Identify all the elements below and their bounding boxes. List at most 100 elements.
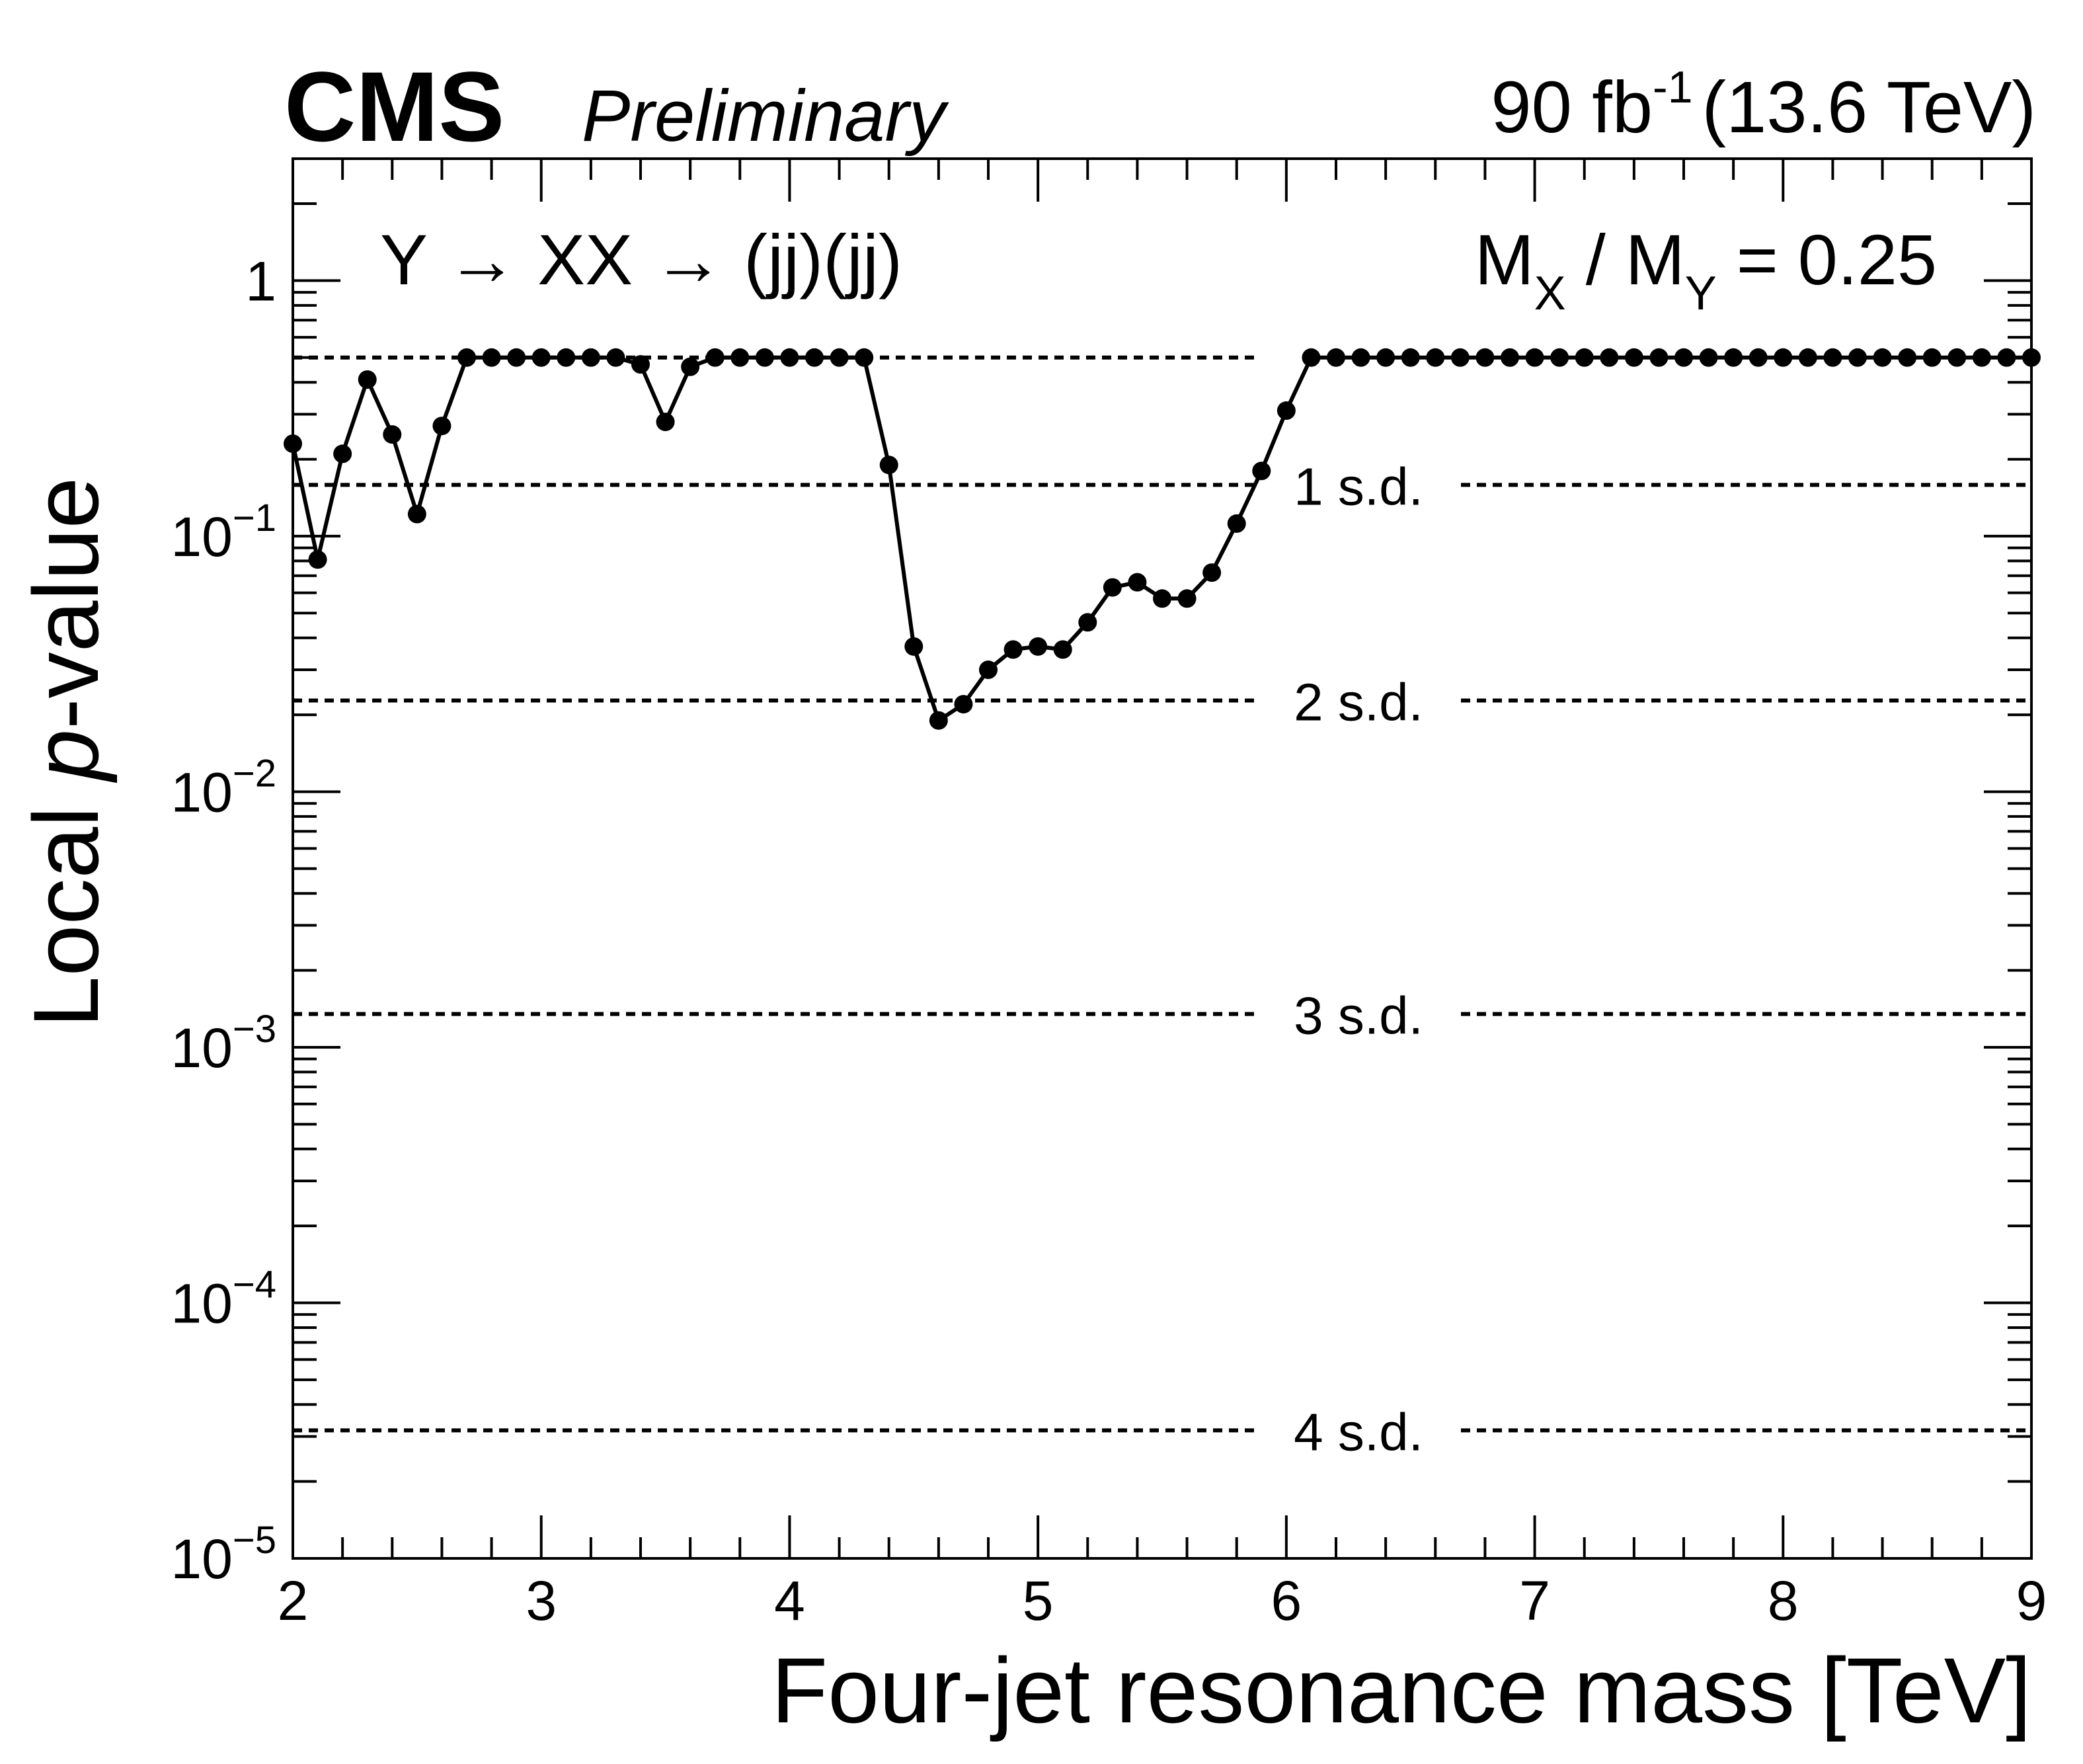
- y-tick-base: 1: [245, 250, 276, 312]
- data-point: [929, 711, 948, 730]
- data-point: [432, 417, 452, 436]
- data-point: [1774, 348, 1793, 367]
- y-tick-exponent: −3: [233, 1008, 276, 1051]
- axis-ticks: [292, 157, 2033, 1560]
- ratio-m1: M: [1475, 220, 1534, 300]
- data-point: [1600, 348, 1619, 367]
- y-tick-label: 10−4: [171, 1263, 276, 1334]
- data-point: [333, 444, 352, 463]
- data-point: [1302, 348, 1321, 367]
- data-point: [457, 348, 476, 367]
- y-tick-label: 10−2: [171, 752, 276, 823]
- data-point: [1252, 461, 1271, 481]
- experiment-label: CMS: [284, 51, 504, 162]
- lumi-energy: (13.6 TeV): [1702, 67, 2036, 148]
- data-point: [755, 348, 774, 367]
- ratio-end: = 0.25: [1717, 220, 1937, 300]
- data-point: [1947, 348, 1967, 367]
- series-line: [291, 355, 2031, 724]
- data-point: [1401, 348, 1420, 367]
- data-point: [1575, 348, 1594, 367]
- status-label: Preliminary: [582, 75, 949, 157]
- data-point: [606, 348, 625, 367]
- lumi-label: 90 fb-1 (13.6 TeV): [1491, 62, 2036, 148]
- data-point: [1029, 637, 1048, 656]
- y-label-prefix: Local: [14, 781, 118, 1028]
- data-point: [681, 357, 700, 376]
- data-point: [1972, 348, 1991, 367]
- data-point: [407, 504, 426, 524]
- x-tick-label: 3: [526, 1570, 557, 1632]
- y-tick-base: 10: [171, 1272, 232, 1334]
- x-tick-label: 6: [1271, 1570, 1302, 1632]
- x-tick-label: 9: [2016, 1570, 2047, 1632]
- reference-lines: 1 s.d. 2 s.d. 3 s.d. 4 s.d.: [293, 355, 2031, 1461]
- data-point: [830, 348, 849, 367]
- data-point: [581, 348, 600, 367]
- data-point: [780, 348, 799, 367]
- data-point: [1699, 348, 1718, 367]
- lumi-value: 90 fb: [1491, 67, 1653, 148]
- process-label: Y → XX → (jj)(jj): [380, 220, 902, 300]
- data-point: [805, 348, 824, 367]
- data-point: [1450, 348, 1470, 367]
- data-point: [1475, 348, 1495, 367]
- y-tick-label: 10−1: [171, 497, 276, 568]
- data-point: [904, 637, 924, 656]
- data-point: [1128, 573, 1147, 592]
- data-point: [1724, 348, 1743, 367]
- y-tick-label: 10−5: [171, 1519, 276, 1590]
- data-point: [631, 355, 650, 374]
- data-point: [1177, 589, 1197, 608]
- data-point: [358, 370, 377, 389]
- data-point: [1376, 348, 1395, 367]
- data-point: [656, 413, 675, 432]
- y-tick-base: 10: [171, 506, 232, 568]
- y-tick-exponent: −2: [233, 752, 276, 795]
- x-tick-label: 2: [278, 1570, 309, 1632]
- reference-line-label: 1 s.d.: [1294, 457, 1423, 516]
- lumi-exponent: -1: [1653, 62, 1692, 112]
- data-point: [1153, 589, 1171, 608]
- data-point: [1078, 613, 1097, 632]
- data-point: [1053, 640, 1072, 659]
- data-point: [1351, 348, 1370, 367]
- x-tick-label: 4: [774, 1570, 805, 1632]
- data-point: [1227, 514, 1246, 533]
- data-point: [1749, 348, 1768, 367]
- reference-line-label: 2 s.d.: [1294, 672, 1423, 731]
- x-tick-label: 5: [1023, 1570, 1054, 1632]
- data-point: [1997, 348, 2016, 367]
- data-point: [1003, 640, 1023, 659]
- y-tick-base: 10: [171, 1017, 232, 1079]
- data-point: [1103, 578, 1122, 597]
- data-point: [1327, 348, 1345, 367]
- reference-line-label: 3 s.d.: [1294, 986, 1423, 1045]
- x-tick-label: 8: [1768, 1570, 1799, 1632]
- y-tick-label: 10−3: [171, 1008, 276, 1079]
- y-tick-exponent: −5: [233, 1519, 276, 1562]
- data-point: [954, 695, 973, 714]
- data-point: [1202, 563, 1222, 582]
- mass-ratio-label: MX / MY = 0.25: [1475, 220, 1937, 320]
- ratio-mid: / M: [1566, 220, 1685, 300]
- data-point: [1848, 348, 1867, 367]
- y-axis-label: Local p-value: [14, 477, 118, 1028]
- axis-tick-labels: 2 3 4 5 6 7 8 910−510−410−310−210−11: [171, 250, 2047, 1632]
- data-point: [1898, 348, 1917, 367]
- data-point: [531, 348, 551, 367]
- x-axis-label: Four-jet resonance mass [TeV]: [771, 1638, 2031, 1742]
- data-point: [1798, 348, 1817, 367]
- data-point: [507, 348, 526, 367]
- data-point: [1674, 348, 1693, 367]
- data-point: [979, 661, 998, 680]
- y-label-italic: p: [14, 729, 118, 783]
- y-label-suffix: -value: [14, 477, 118, 729]
- data-point: [730, 348, 750, 367]
- data-point: [1823, 348, 1842, 367]
- data-point: [482, 348, 501, 367]
- x-tick-label: 7: [1519, 1570, 1550, 1632]
- ratio-sub2: Y: [1685, 267, 1717, 320]
- data-point: [557, 348, 576, 367]
- data-point: [383, 425, 402, 444]
